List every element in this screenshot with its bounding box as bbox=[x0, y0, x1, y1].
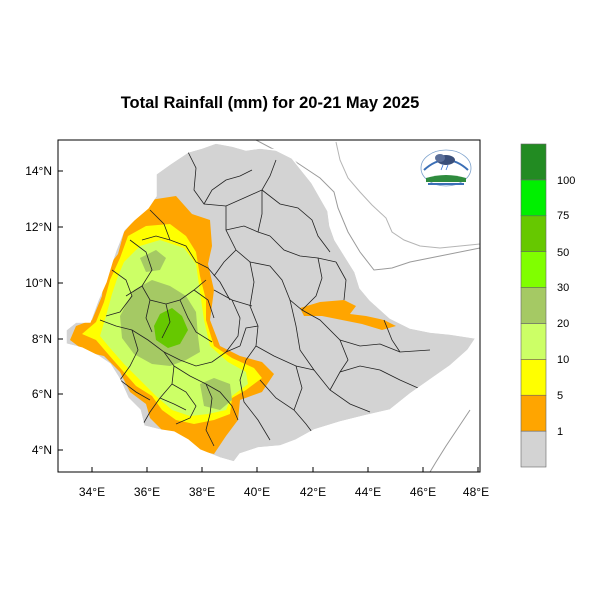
legend-label: 10 bbox=[557, 354, 569, 366]
legend-label: 100 bbox=[557, 175, 575, 187]
x-axis-labels: 34°E 36°E 38°E 40°E 42°E 44°E 46°E 48°E bbox=[79, 485, 489, 499]
y-tick-label: 4°N bbox=[32, 443, 52, 457]
legend-swatch bbox=[520, 143, 547, 181]
x-tick-label: 38°E bbox=[189, 485, 215, 499]
country-outline bbox=[65, 142, 478, 463]
legend-swatch bbox=[520, 359, 547, 396]
axis-ticks bbox=[58, 170, 479, 472]
rain-green-core bbox=[154, 308, 188, 348]
rainfall-legend: 100 75 50 30 20 10 5 1 bbox=[520, 143, 575, 468]
x-tick-label: 34°E bbox=[79, 485, 105, 499]
y-axis-labels: 14°N 12°N 10°N 8°N 6°N 4°N bbox=[25, 164, 52, 457]
rain-olive-south bbox=[200, 378, 232, 410]
legend-swatch bbox=[520, 323, 547, 360]
x-tick-label: 46°E bbox=[410, 485, 436, 499]
meteorology-agency-logo bbox=[420, 149, 472, 187]
x-tick-label: 40°E bbox=[244, 485, 270, 499]
x-tick-label: 42°E bbox=[300, 485, 326, 499]
y-tick-label: 8°N bbox=[32, 332, 52, 346]
legend-swatches bbox=[520, 143, 547, 468]
legend-swatch bbox=[520, 430, 547, 468]
legend-swatch bbox=[520, 394, 547, 432]
y-tick-label: 14°N bbox=[25, 164, 52, 178]
legend-swatch bbox=[520, 179, 547, 217]
x-tick-label: 36°E bbox=[134, 485, 160, 499]
x-tick-label: 48°E bbox=[463, 485, 489, 499]
legend-swatch bbox=[520, 251, 547, 288]
legend-label: 1 bbox=[557, 426, 563, 438]
legend-swatch bbox=[520, 215, 547, 252]
rainfall-layer bbox=[70, 196, 396, 454]
y-tick-label: 10°N bbox=[25, 276, 52, 290]
legend-label: 20 bbox=[557, 318, 569, 330]
legend-swatch bbox=[520, 287, 547, 324]
rain-olive-north bbox=[140, 250, 166, 272]
legend-label: 5 bbox=[557, 390, 563, 402]
legend-label: 50 bbox=[557, 247, 569, 259]
y-tick-label: 6°N bbox=[32, 387, 52, 401]
legend-label: 30 bbox=[557, 282, 569, 294]
coastlines bbox=[255, 140, 480, 472]
legend-labels: 100 75 50 30 20 10 5 1 bbox=[557, 175, 575, 438]
legend-label: 75 bbox=[557, 210, 569, 222]
map-title: Total Rainfall (mm) for 20-21 May 2025 bbox=[120, 94, 420, 112]
map-frame bbox=[57, 139, 481, 473]
admin-boundaries bbox=[99, 151, 431, 447]
rain-orange-east bbox=[300, 300, 396, 330]
y-tick-label: 12°N bbox=[25, 220, 52, 234]
x-tick-label: 44°E bbox=[355, 485, 381, 499]
